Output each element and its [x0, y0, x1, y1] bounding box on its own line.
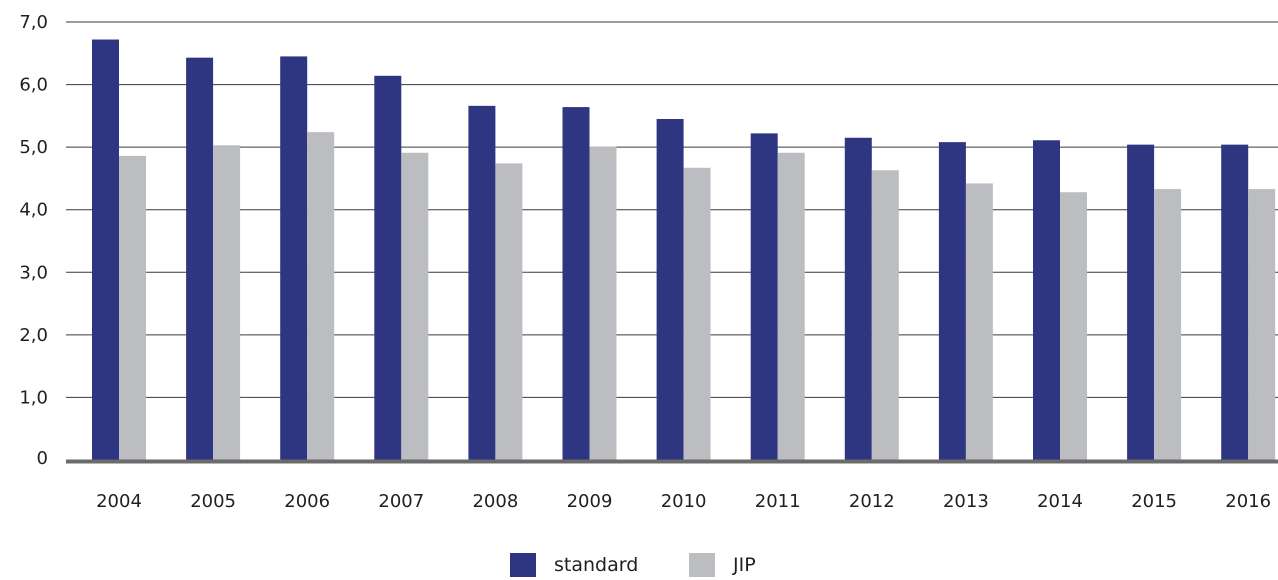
x-tick-label: 2014 [1037, 491, 1083, 512]
legend-item-standard: standard [510, 553, 638, 577]
x-axis-labels: 2004 2005 2006 2007 2008 2009 2010 2011 2012 2013… [96, 491, 1271, 512]
legend-label-standard: standard [554, 554, 639, 576]
x-tick-label: 2008 [472, 491, 518, 512]
legend-swatch-jip [689, 553, 715, 577]
x-tick-label: 2013 [943, 491, 989, 512]
x-tick-label: 2006 [284, 491, 330, 512]
legend: standard JIP [0, 553, 1278, 579]
bar-jip-2010 [683, 167, 711, 460]
bar-jip-2013 [965, 183, 993, 461]
bar-standard-2009 [562, 107, 590, 461]
y-tick-label: 7,0 [19, 12, 48, 33]
y-axis-labels: 0 1,0 2,0 3,0 4,0 5,0 6,0 7,0 [19, 12, 48, 469]
bar-chart: 01,02,03,04,05,06,07,0 2004 2005 2006 2007 2… [19, 12, 1278, 512]
bar-jip-2008 [495, 163, 523, 460]
bar-jip-2004 [119, 155, 146, 460]
y-tick-label: 4,0 [19, 200, 48, 221]
bar-jip-2012 [871, 170, 899, 460]
bar-jip-2007 [401, 152, 429, 460]
legend-item-jip: JIP [689, 553, 756, 577]
bar-jip-2015 [1154, 189, 1182, 460]
y-tick-label: 6,0 [19, 75, 48, 96]
bar-jip-2006 [307, 132, 335, 460]
x-tick-label: 2015 [1131, 491, 1177, 512]
bar-standard-2012 [844, 137, 872, 460]
x-tick-label: 2005 [190, 491, 236, 512]
legend-label-jip: JIP [733, 554, 756, 576]
bar-standard-2004 [92, 39, 119, 461]
y-tick-label: 2,0 [19, 325, 48, 346]
bar-standard-2010 [656, 118, 684, 460]
x-tick-label: 2011 [755, 491, 801, 512]
y-tick-label: 1,0 [19, 387, 48, 408]
bar-standard-2013 [938, 142, 966, 460]
bar-standard-2006 [280, 56, 308, 461]
bar-jip-2016 [1248, 189, 1276, 460]
y-tick-label: 5,0 [19, 137, 48, 158]
x-tick-label: 2009 [567, 491, 613, 512]
bar-standard-2015 [1127, 144, 1155, 460]
x-tick-label: 2012 [849, 491, 895, 512]
y-tick-label: 3,0 [19, 262, 48, 283]
y-tick-label: 0 [37, 448, 48, 469]
bar-jip-2005 [213, 145, 241, 460]
x-tick-label: 2010 [661, 491, 707, 512]
x-tick-label: 2007 [378, 491, 424, 512]
bar-standard-2007 [374, 75, 402, 460]
x-tick-label: 2004 [96, 491, 142, 512]
bar-standard-2016 [1221, 144, 1249, 460]
bar-standard-2005 [186, 57, 214, 461]
bar-standard-2008 [468, 105, 496, 461]
bar-standard-2014 [1033, 140, 1060, 460]
bar-standard-2011 [750, 133, 778, 460]
bar-jip-2009 [589, 146, 617, 460]
bars [92, 39, 1276, 461]
bar-jip-2014 [1060, 192, 1087, 461]
bar-jip-2011 [777, 152, 805, 460]
legend-swatch-standard [510, 553, 536, 577]
x-tick-label: 2016 [1225, 491, 1271, 512]
